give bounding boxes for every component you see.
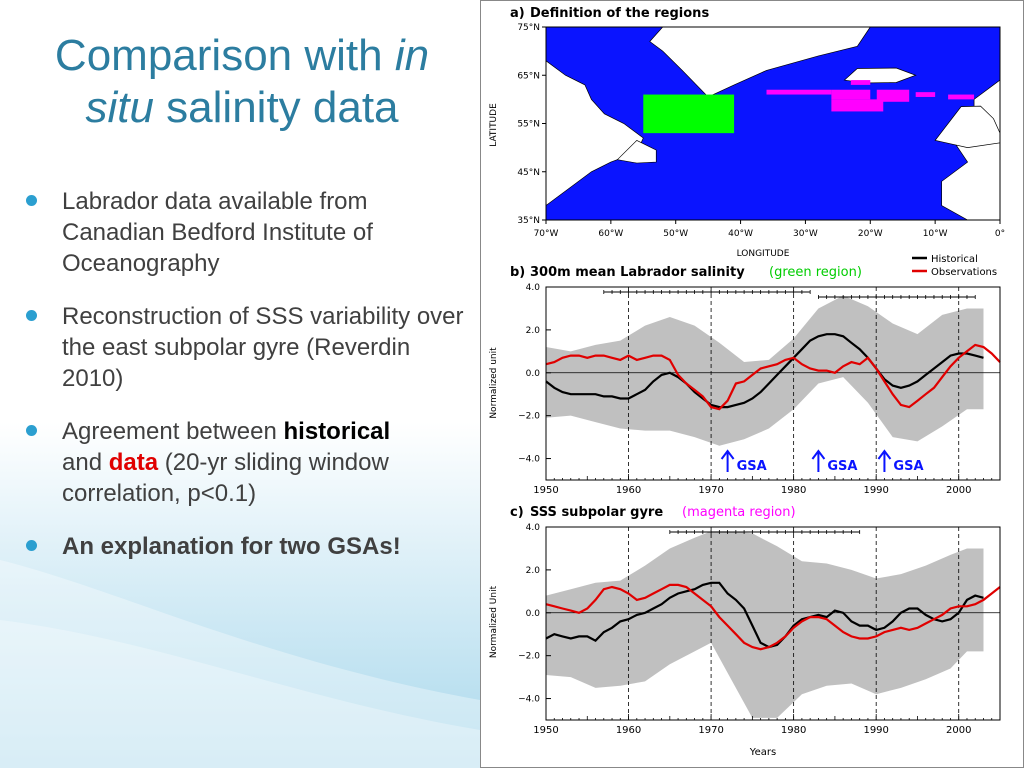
x-tick-label: 1970 [698,725,723,736]
figure: a) Definition of the regions 70°W 60°W 50°… [480,0,1024,768]
bullet-item: Agreement between historical and data (20… [24,416,474,509]
observations-series-line [545,583,1001,651]
legend-observations-label: Observations [931,267,997,278]
bullet-dot-icon [26,195,37,206]
map-y-tick-label: 35°N [517,216,540,226]
y-tick-label: −2.0 [518,412,540,422]
x-tick-label: 1980 [781,725,806,736]
spread-envelope [546,295,984,446]
x-tick-label: 1980 [781,485,806,496]
map-area: 70°W 60°W 50°W 40°W 30°W 20°W 10°W 0° 35°N 45°N 55… [517,23,1005,239]
y-tick-label: −4.0 [518,695,540,705]
gsa-arrowhead-icon [720,449,735,460]
historical-series-line [545,333,984,409]
spread-envelope [546,531,984,718]
panel-c-ylabel: Normalized Unit [489,585,499,658]
legend-historical-label: Historical [931,254,978,265]
map-x-tick-label: 0° [995,229,1005,239]
y-tick-label: 0.0 [526,369,541,379]
magenta-region [766,89,832,95]
historical-series-line [545,581,984,649]
map-panel-label: a) [510,6,525,21]
labrador-salinity-panel: b) 300m mean Labrador salinity (green re… [489,254,1001,496]
magenta-region [915,92,936,97]
panel-c-xlabel: Years [749,747,776,758]
y-tick-label: −2.0 [518,652,540,662]
sss-subpolar-panel: c) SSS subpolar gyre (magenta region) 4.… [489,505,1001,758]
map-title: Definition of the regions [530,6,709,21]
map-ylabel: LATITUDE [489,103,499,147]
historical-word: historical [283,418,391,445]
bullet-dot-icon [26,540,37,551]
map-y-tick-label: 65°N [517,71,540,81]
magenta-region [876,89,910,102]
observations-series-line [545,343,1001,411]
map-y-tick-label: 55°N [517,120,540,130]
bullet-dot-icon [26,310,37,321]
x-tick-label: 1970 [698,485,723,496]
x-tick-label: 1950 [533,725,558,736]
map-y-tick-label: 45°N [517,168,540,178]
plot-frame [545,526,1001,721]
green-region [643,94,735,134]
x-tick-label: 2000 [946,725,971,736]
y-tick-label: 4.0 [526,523,541,533]
bullet-item: Labrador data available from Canadian Be… [24,186,474,279]
panel-c-title: SSS subpolar gyre [530,505,663,520]
slide-title: Comparison with in situ salinity data [54,31,430,132]
gsa-label: GSA [827,459,857,474]
british-isles-landmass [934,105,1001,148]
y-tick-label: 4.0 [526,283,541,293]
y-tick-label: 2.0 [526,326,541,336]
bullet-item: Reconstruction of SSS variability over t… [24,301,474,394]
y-tick-label: −4.0 [518,455,540,465]
panel-c-subtitle: (magenta region) [682,505,796,520]
panel-b-label: b) [510,265,525,280]
gsa-label: GSA [737,459,767,474]
newfoundland-landmass [616,139,657,164]
map-xlabel: LONGITUDE [737,249,790,259]
map-x-tick-label: 50°W [663,229,688,239]
gsa-arrowhead-icon [877,449,892,460]
panel-b-subtitle: (green region) [769,265,862,280]
bullet-list: Labrador data available from Canadian Be… [24,186,474,584]
magenta-region [850,80,871,85]
x-tick-label: 1960 [616,485,641,496]
map-x-tick-label: 20°W [858,229,883,239]
x-tick-label: 1950 [533,485,558,496]
y-tick-label: 0.0 [526,609,541,619]
bullet-dot-icon [26,425,37,436]
x-tick-label: 1990 [863,485,888,496]
x-tick-label: 1990 [863,725,888,736]
panel-c-label: c) [510,505,524,520]
map-x-tick-label: 60°W [598,229,623,239]
gsa-arrowhead-icon [811,449,826,460]
bullet-item: An explanation for two GSAs! [24,531,474,562]
x-tick-label: 2000 [946,485,971,496]
map-x-tick-label: 70°W [534,229,559,239]
panel-b-plot: GSA GSA GSA 4.0 2.0 0.0 −2.0 −4.0 1950 1960 1970 19… [518,283,1001,496]
map-panel: a) Definition of the regions 70°W 60°W 50°… [489,6,1005,259]
magenta-region [948,94,975,100]
plot-frame [545,286,1001,481]
gsa-label: GSA [893,459,923,474]
data-word: data [108,449,159,476]
y-tick-label: 2.0 [526,566,541,576]
panel-b-title: 300m mean Labrador salinity [530,265,745,280]
panel-b-ylabel: Normalized unit [489,347,499,419]
magenta-region [831,89,871,100]
map-x-tick-label: 30°W [793,229,818,239]
map-x-tick-label: 10°W [923,229,948,239]
map-y-tick-label: 75°N [517,23,540,33]
magenta-region [831,99,884,112]
map-x-tick-label: 40°W [728,229,753,239]
panel-c-plot: 4.0 2.0 0.0 −2.0 −4.0 1950 1960 1970 1980 1990 200… [518,523,1001,736]
x-tick-label: 1960 [616,725,641,736]
